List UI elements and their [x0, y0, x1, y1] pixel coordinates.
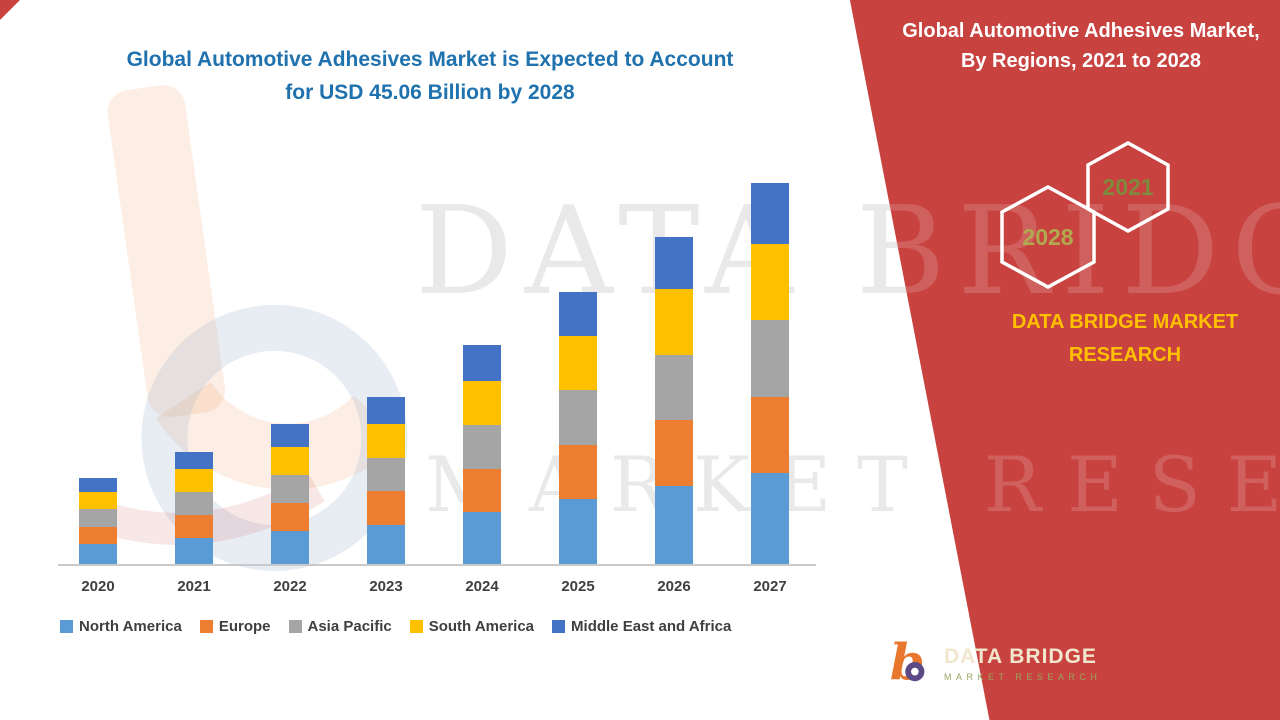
- bar-2025: [559, 292, 597, 565]
- bar-segment-europe: [559, 444, 597, 500]
- bar-segment-north-america: [79, 544, 117, 565]
- bar-segment-asia-pacific: [463, 424, 501, 469]
- bar-segment-europe: [655, 420, 693, 486]
- brand-wordmark-line-2: RESEARCH: [1068, 344, 1182, 366]
- bar-segment-middle-east-and-africa: [271, 424, 309, 447]
- legend-swatch: [199, 620, 213, 633]
- bar-2026: [655, 236, 693, 565]
- chart-title-line-2: for USD 45.06 Billion by 2028: [285, 80, 575, 104]
- bar-2023: [367, 396, 405, 565]
- hexagon-2021-label: 2021: [1102, 174, 1153, 200]
- bar-segment-south-america: [463, 381, 501, 425]
- brand-wordmark: DATA BRIDGE MARKET RESEARCH: [955, 306, 1280, 372]
- bar-segment-middle-east-and-africa: [175, 452, 213, 470]
- legend-label: Middle East and Africa: [571, 618, 732, 635]
- legend-swatch: [288, 620, 302, 633]
- bar-segment-europe: [751, 396, 789, 474]
- bar-segment-middle-east-and-africa: [367, 396, 405, 425]
- legend-item-asia-pacific: Asia Pacific: [288, 618, 392, 635]
- legend-item-europe: Europe: [199, 618, 271, 635]
- bar-segment-south-america: [79, 492, 117, 510]
- bar-segment-europe: [271, 503, 309, 532]
- footer-logo-tagline: MARKET RESEARCH: [944, 671, 1102, 682]
- bar-segment-middle-east-and-africa: [559, 292, 597, 336]
- x-axis-label-2023: 2023: [369, 578, 403, 595]
- bar-2020: [79, 477, 117, 565]
- bar-segment-south-america: [271, 446, 309, 475]
- bar-segment-south-america: [751, 243, 789, 321]
- bar-segment-europe: [463, 468, 501, 513]
- bar-segment-europe: [79, 526, 117, 545]
- bar-segment-europe: [175, 514, 213, 538]
- legend-label: Asia Pacific: [307, 618, 392, 635]
- bar-segment-asia-pacific: [559, 390, 597, 445]
- x-axis-label-2024: 2024: [465, 578, 499, 595]
- bar-segment-north-america: [271, 531, 309, 565]
- chart-title: Global Automotive Adhesives Market is Ex…: [80, 44, 780, 109]
- bar-segment-middle-east-and-africa: [463, 344, 501, 382]
- x-axis-label-2021: 2021: [177, 578, 211, 595]
- bar-2027: [751, 183, 789, 565]
- bar-segment-middle-east-and-africa: [79, 477, 117, 493]
- bar-2024: [463, 344, 501, 565]
- bar-segment-asia-pacific: [655, 354, 693, 421]
- bar-segment-asia-pacific: [79, 509, 117, 527]
- footer-logo: b DATA BRIDGE MARKET RESEARCH: [888, 636, 1101, 690]
- x-axis-label-2022: 2022: [273, 578, 307, 595]
- legend-label: Europe: [218, 618, 271, 635]
- legend-item-south-america: South America: [409, 618, 535, 635]
- side-panel-heading: Global Automotive Adhesives Market, By R…: [902, 20, 1260, 72]
- bar-segment-south-america: [175, 469, 213, 493]
- hexagon-year-badges: 2021 2028: [1000, 141, 1170, 289]
- legend-swatch: [409, 620, 423, 633]
- data-bridge-logo-icon: b: [890, 636, 925, 690]
- svg-text:b: b: [890, 636, 925, 690]
- bar-segment-north-america: [367, 524, 405, 565]
- bar-2021: [175, 452, 213, 565]
- x-axis-line: [58, 564, 816, 566]
- legend-item-middle-east-and-africa: Middle East and Africa: [552, 618, 731, 635]
- x-axis-label-2020: 2020: [81, 578, 115, 595]
- bar-segment-europe: [367, 491, 405, 525]
- hexagon-2021: 2021: [1086, 141, 1170, 233]
- bar-segment-north-america: [751, 473, 789, 565]
- corner-triangle-decoration: [0, 0, 20, 20]
- chart-legend: North America Europe Asia Pacific South Ame…: [60, 618, 731, 635]
- legend-label: North America: [79, 618, 182, 635]
- bar-segment-north-america: [463, 512, 501, 565]
- bar-segment-asia-pacific: [367, 457, 405, 492]
- bar-segment-south-america: [655, 289, 693, 355]
- bar-segment-asia-pacific: [175, 492, 213, 515]
- bar-2022: [271, 424, 309, 565]
- legend-label: South America: [428, 618, 535, 635]
- bar-segment-south-america: [559, 335, 597, 391]
- chart-title-line-1: Global Automotive Adhesives Market is Ex…: [126, 48, 734, 71]
- bar-segment-south-america: [367, 424, 405, 458]
- bar-segment-middle-east-and-africa: [751, 183, 789, 244]
- legend-swatch: [60, 620, 73, 633]
- footer-logo-name: DATA BRIDGE: [944, 644, 1097, 668]
- brand-wordmark-line-1: DATA BRIDGE MARKET: [1011, 311, 1239, 333]
- legend-item-north-america: North America: [60, 618, 182, 635]
- bar-segment-middle-east-and-africa: [655, 236, 693, 290]
- x-axis-label-2025: 2025: [561, 578, 595, 595]
- x-axis-label-2026: 2026: [657, 578, 691, 595]
- bar-segment-north-america: [175, 537, 213, 565]
- bar-segment-north-america: [559, 499, 597, 565]
- legend-swatch: [552, 620, 566, 633]
- hexagon-2028-label: 2028: [1022, 224, 1073, 250]
- bar-segment-asia-pacific: [751, 320, 789, 397]
- hexagon-2028: 2028: [1000, 185, 1096, 289]
- bar-segment-asia-pacific: [271, 474, 309, 504]
- bar-segment-north-america: [655, 485, 693, 565]
- x-axis-label-2027: 2027: [753, 578, 787, 595]
